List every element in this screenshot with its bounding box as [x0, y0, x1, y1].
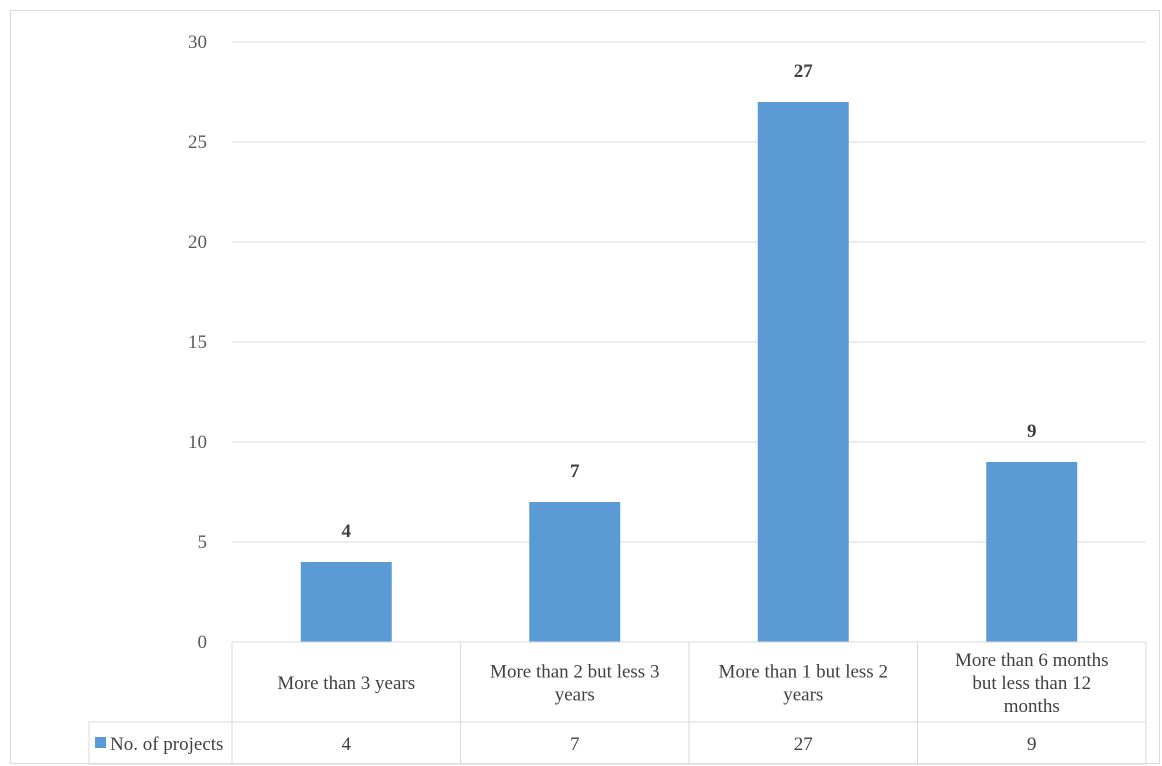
category-label: months [1004, 696, 1060, 717]
bar [757, 102, 849, 642]
category-label: but less than 12 [972, 673, 1091, 694]
y-tick-label: 15 [188, 332, 207, 353]
category-label: More than 1 but less 2 [719, 662, 888, 683]
y-tick-label: 10 [188, 432, 207, 453]
data-label: 7 [570, 461, 580, 482]
y-tick-label: 30 [188, 32, 207, 53]
category-label: More than 6 months [955, 650, 1109, 671]
category-label: More than 2 but less 3 [490, 662, 659, 683]
data-label: 9 [1027, 421, 1037, 442]
table-value-cell: 4 [342, 734, 352, 755]
y-tick-label: 5 [198, 532, 208, 553]
y-tick-label: 25 [188, 132, 207, 153]
data-label: 4 [342, 521, 352, 542]
bar [529, 502, 621, 642]
table-value-cell: 7 [570, 734, 580, 755]
legend-swatch [95, 737, 106, 748]
table-value-cell: 9 [1027, 734, 1037, 755]
category-label: years [783, 685, 823, 706]
category-label: years [555, 685, 595, 706]
category-label: More than 3 years [277, 673, 415, 694]
legend-label: No. of projects [110, 734, 223, 755]
y-tick-label: 20 [188, 232, 207, 253]
bar [986, 462, 1078, 642]
bar [300, 562, 392, 642]
y-tick-label: 0 [198, 632, 208, 653]
table-value-cell: 27 [794, 734, 813, 755]
data-label: 27 [794, 61, 814, 82]
